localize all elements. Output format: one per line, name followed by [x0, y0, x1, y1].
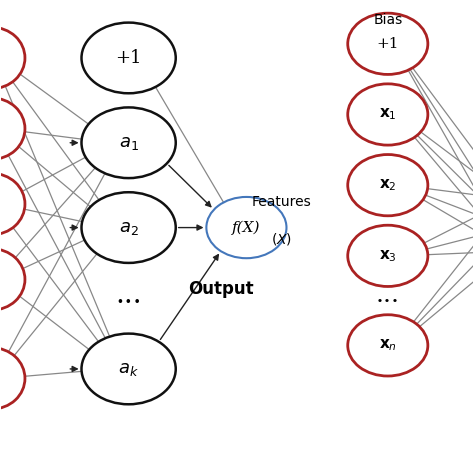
- Text: $\mathbf{x}_n$: $\mathbf{x}_n$: [379, 337, 397, 353]
- Ellipse shape: [348, 225, 428, 286]
- Ellipse shape: [0, 249, 25, 310]
- Text: Features: Features: [252, 195, 311, 209]
- Ellipse shape: [82, 192, 176, 263]
- Text: $\mathbf{x}_2$: $\mathbf{x}_2$: [379, 177, 397, 193]
- Ellipse shape: [348, 84, 428, 145]
- Text: $a_k$: $a_k$: [118, 360, 139, 378]
- Text: $a_1$: $a_1$: [118, 134, 138, 152]
- Ellipse shape: [0, 98, 25, 159]
- Text: $a_2$: $a_2$: [118, 219, 138, 237]
- Text: $\mathbf{x}_3$: $\mathbf{x}_3$: [379, 248, 397, 264]
- Ellipse shape: [348, 13, 428, 74]
- Ellipse shape: [82, 334, 176, 404]
- Ellipse shape: [348, 155, 428, 216]
- Ellipse shape: [82, 23, 176, 93]
- Text: +1: +1: [376, 37, 399, 51]
- Ellipse shape: [348, 315, 428, 376]
- Text: ...: ...: [376, 284, 400, 308]
- Text: Output: Output: [188, 280, 253, 298]
- Text: ...: ...: [115, 283, 142, 310]
- Text: $\mathbf{x}_1$: $\mathbf{x}_1$: [379, 107, 397, 122]
- Ellipse shape: [206, 197, 286, 258]
- Ellipse shape: [0, 348, 25, 409]
- Text: f(X): f(X): [232, 220, 261, 235]
- Ellipse shape: [0, 173, 25, 235]
- Text: Bias: Bias: [373, 13, 402, 27]
- Text: +1: +1: [115, 49, 142, 67]
- Text: $(X)$: $(X)$: [271, 231, 292, 247]
- Ellipse shape: [82, 108, 176, 178]
- Ellipse shape: [0, 27, 25, 89]
